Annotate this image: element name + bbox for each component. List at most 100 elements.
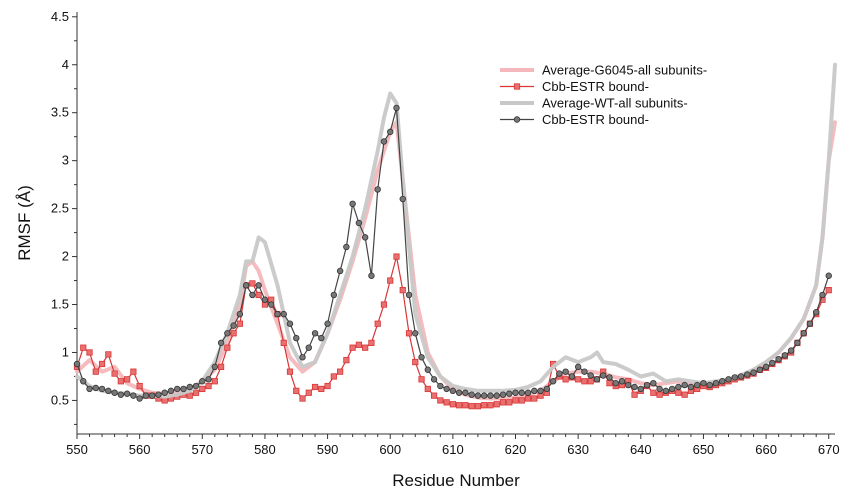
- data-point: [643, 381, 651, 389]
- data-point: [700, 379, 707, 387]
- data-point: [568, 373, 576, 380]
- data-point: [650, 379, 657, 387]
- x-tick-label: 600: [379, 442, 401, 457]
- data-point: [487, 392, 494, 399]
- data-point: [286, 320, 294, 327]
- data-point: [80, 344, 87, 351]
- data-point: [825, 287, 832, 294]
- y-tick-label: 4.5: [51, 9, 69, 24]
- data-point: [556, 370, 563, 377]
- data-point: [324, 320, 331, 327]
- legend-label: Cbb-ESTR bound-: [542, 79, 649, 94]
- data-point: [199, 385, 206, 393]
- data-point: [581, 378, 588, 385]
- data-point: [631, 383, 638, 391]
- data-point: [387, 277, 394, 284]
- data-point: [593, 376, 601, 383]
- data-point: [142, 392, 150, 399]
- data-point: [286, 368, 294, 375]
- data-point: [806, 320, 814, 327]
- data-point: [531, 387, 538, 395]
- data-point: [562, 368, 569, 375]
- data-point: [506, 390, 513, 397]
- data-point: [305, 344, 312, 351]
- data-point: [418, 354, 425, 361]
- data-point: [98, 385, 106, 393]
- data-point: [86, 385, 93, 393]
- data-point: [813, 308, 820, 316]
- data-point: [224, 330, 231, 337]
- data-point: [819, 291, 826, 299]
- data-point: [775, 355, 782, 363]
- data-point: [80, 378, 87, 385]
- data-point: [111, 389, 118, 396]
- data-point: [675, 383, 682, 391]
- data-point: [349, 344, 356, 351]
- legend-marker: [513, 116, 521, 123]
- data-point: [374, 186, 381, 193]
- y-tick-label: 3: [62, 153, 69, 168]
- data-point: [380, 301, 388, 308]
- data-point: [224, 344, 231, 351]
- data-point: [130, 368, 137, 375]
- series-line: [76, 107, 830, 400]
- data-point: [205, 382, 212, 390]
- data-point: [318, 385, 325, 393]
- data-point: [719, 378, 726, 385]
- y-tick-label: 4: [62, 57, 69, 72]
- legend-marker: [513, 83, 521, 90]
- data-point: [111, 370, 118, 377]
- data-point: [130, 392, 137, 399]
- data-point: [787, 347, 795, 354]
- data-point: [531, 395, 538, 402]
- data-point: [493, 401, 500, 408]
- data-point: [192, 389, 200, 396]
- data-point: [324, 382, 331, 390]
- data-point: [418, 376, 425, 383]
- data-point: [236, 310, 244, 318]
- data-point: [399, 195, 406, 203]
- data-point: [600, 372, 607, 379]
- data-point: [587, 378, 594, 385]
- data-point: [481, 402, 488, 409]
- data-point: [575, 376, 582, 383]
- data-point: [656, 391, 663, 398]
- data-point: [387, 128, 394, 136]
- data-point: [192, 382, 200, 390]
- x-tick-label: 550: [66, 442, 88, 457]
- data-point: [161, 389, 168, 396]
- data-point: [186, 392, 193, 399]
- data-point: [180, 385, 187, 393]
- data-point: [86, 349, 93, 356]
- data-point: [581, 368, 588, 375]
- x-tick-label: 560: [129, 442, 151, 457]
- legend-item: Average-G6045-all subunits-: [500, 63, 707, 78]
- data-point: [412, 330, 419, 337]
- data-point: [437, 397, 444, 404]
- data-point: [167, 387, 175, 395]
- y-tick-label: 3.5: [51, 105, 69, 120]
- data-point: [293, 334, 300, 342]
- data-point: [230, 330, 237, 337]
- data-point: [349, 200, 356, 208]
- data-point: [800, 330, 807, 337]
- data-point: [199, 378, 206, 385]
- x-tick-label: 630: [567, 442, 589, 457]
- x-tick-label: 610: [442, 442, 464, 457]
- data-point: [456, 402, 463, 409]
- series-line: [75, 120, 837, 401]
- data-point: [355, 219, 363, 227]
- data-point: [731, 374, 738, 381]
- data-point: [455, 389, 463, 396]
- data-point: [280, 310, 287, 318]
- data-point: [311, 330, 319, 337]
- y-tick-label: 2.5: [51, 201, 69, 216]
- data-point: [405, 291, 413, 299]
- x-tick-label: 670: [818, 442, 840, 457]
- x-tick-label: 580: [254, 442, 276, 457]
- series-line: [75, 62, 837, 399]
- data-point: [606, 374, 613, 381]
- data-point: [211, 363, 219, 371]
- data-point: [512, 389, 519, 396]
